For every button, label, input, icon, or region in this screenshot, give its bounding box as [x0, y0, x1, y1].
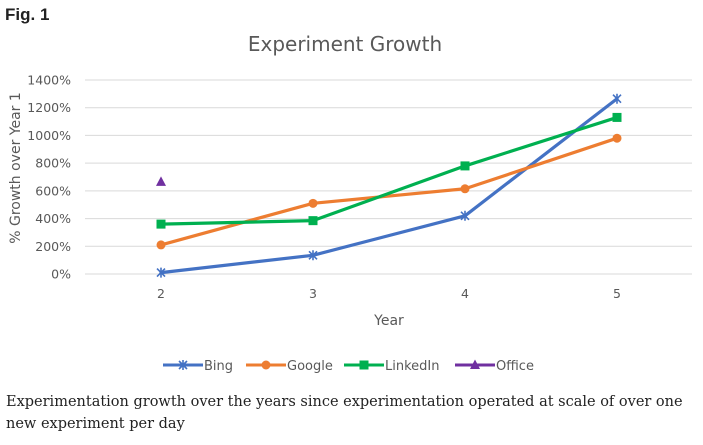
x-tick-label: 2: [157, 286, 165, 301]
legend-item-office: Office: [455, 359, 534, 374]
series-line: [159, 115, 619, 226]
x-axis-label: Year: [373, 313, 404, 329]
y-tick-label: 400%: [35, 211, 71, 226]
x-tick-label: 5: [613, 286, 621, 301]
line-chart: Experiment Growth 0% 200% 400% 600% 800% 1000…: [8, 32, 692, 374]
y-tick-label: 1200%: [27, 100, 71, 115]
y-tick-label: 0%: [51, 267, 71, 282]
y-tick-labels: 0% 200% 400% 600% 800% 1000% 1200% 1400%: [27, 73, 71, 282]
x-tick-label: 4: [461, 286, 469, 301]
data-point: [308, 198, 318, 208]
y-tick-label: 1000%: [27, 128, 71, 143]
legend-label: Bing: [204, 359, 233, 374]
legend-marker: [359, 360, 369, 370]
legend: Bing Google LinkedIn Office: [163, 359, 534, 374]
y-tick-label: 800%: [35, 156, 71, 171]
data-point: [612, 112, 622, 122]
figure-label: Fig. 1: [5, 5, 50, 24]
series-layer: [156, 93, 622, 278]
legend-marker: [470, 359, 480, 369]
data-point: [156, 219, 166, 229]
legend-item-google: Google: [246, 359, 333, 374]
legend-marker: [261, 360, 271, 370]
y-tick-label: 600%: [35, 183, 71, 198]
legend-item-bing: Bing: [163, 359, 233, 374]
data-point: [460, 210, 470, 221]
series-line: [159, 136, 619, 247]
data-point: [308, 250, 318, 261]
legend-marker: [178, 360, 188, 370]
y-tick-label: 1400%: [27, 73, 71, 88]
legend-item-linkedin: LinkedIn: [344, 359, 439, 374]
data-point: [156, 267, 166, 278]
legend-label: Google: [287, 359, 333, 374]
data-point: [460, 184, 470, 194]
y-tick-label: 200%: [35, 239, 71, 254]
data-point: [308, 216, 318, 226]
data-point: [612, 133, 622, 143]
chart-title: Experiment Growth: [248, 32, 442, 56]
series-office: [156, 176, 166, 186]
series-line: [159, 97, 619, 275]
data-point: [156, 240, 166, 250]
series-bing: [156, 93, 622, 278]
figure-caption: Experimentation growth over the years si…: [6, 394, 683, 432]
y-axis-label: % Growth over Year 1: [8, 92, 24, 244]
x-tick-label: 3: [309, 286, 317, 301]
legend-label: LinkedIn: [385, 359, 439, 374]
series-linkedin: [156, 112, 622, 229]
data-point: [612, 93, 622, 104]
legend-label: Office: [496, 359, 534, 374]
data-point: [156, 176, 166, 186]
series-google: [156, 133, 622, 250]
x-tick-labels: 2 3 4 5: [157, 286, 621, 301]
data-point: [460, 161, 470, 171]
gridlines: [85, 79, 692, 275]
